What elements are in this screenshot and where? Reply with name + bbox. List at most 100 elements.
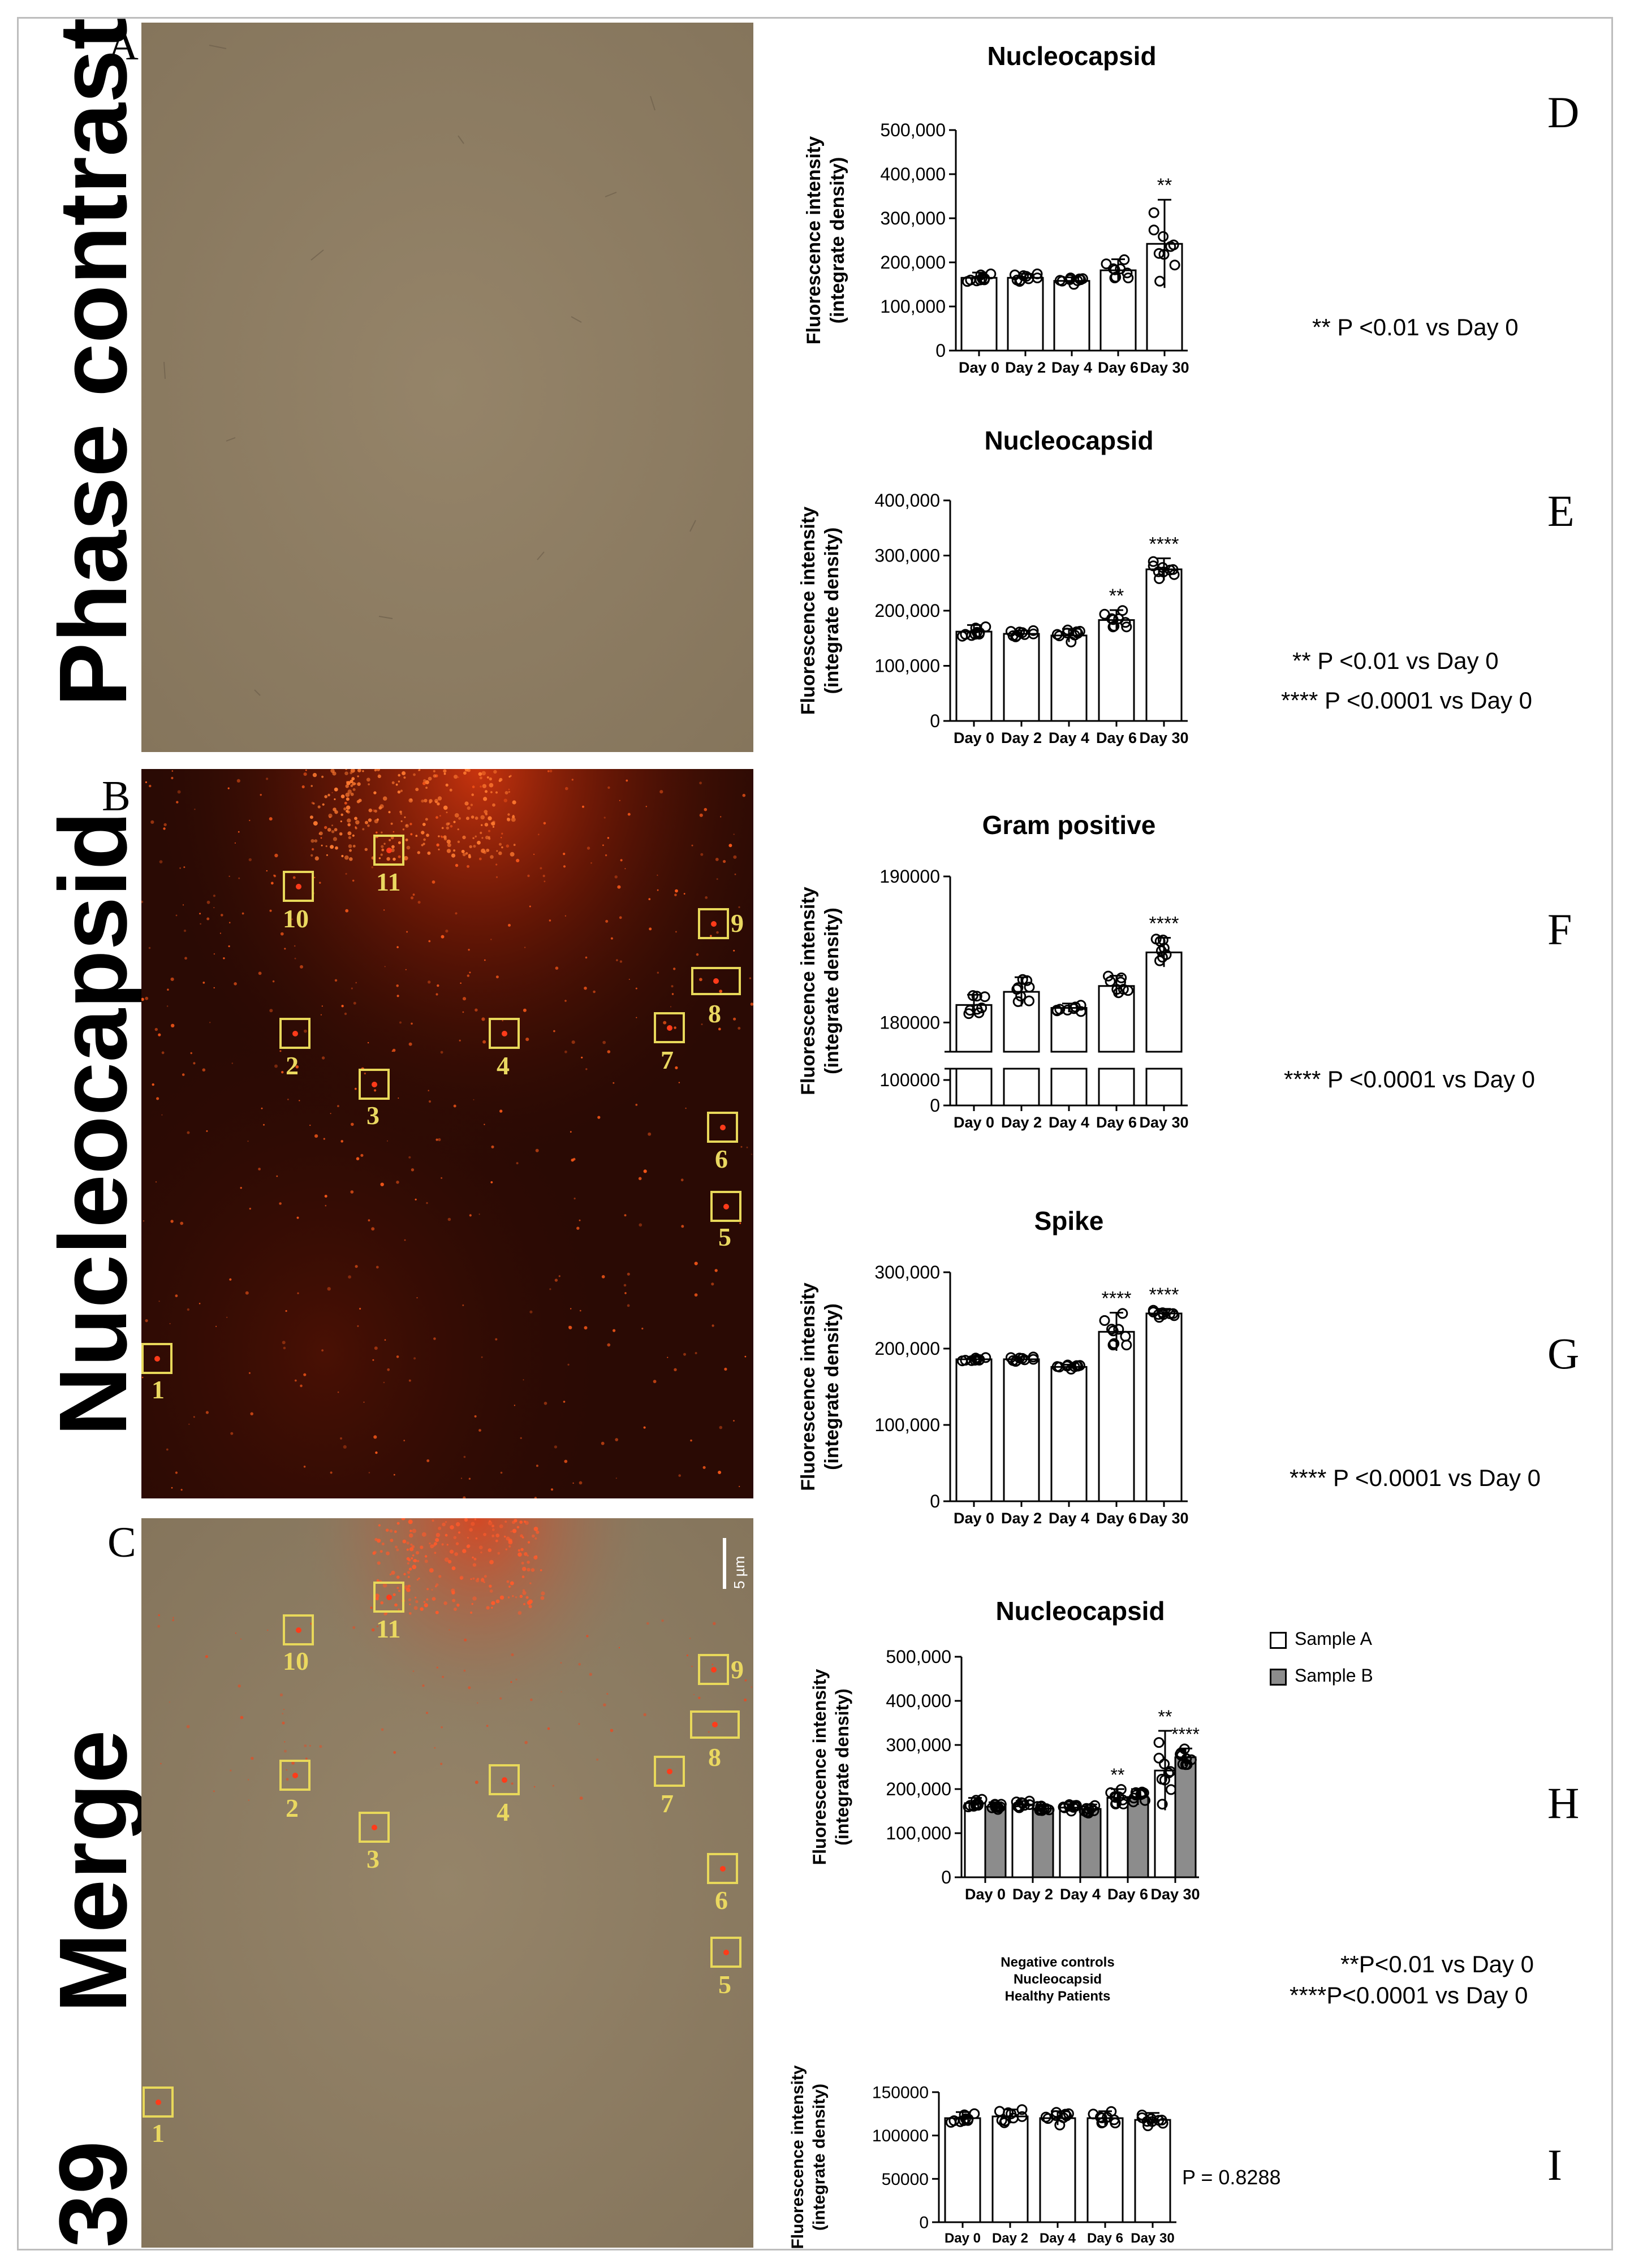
fluorescence-speck [350,779,353,784]
fluorescence-speck [346,781,351,785]
merge-speck [451,1588,455,1593]
merge-speck [438,1526,442,1530]
fluorescence-speck [180,1489,183,1491]
bar [1127,1796,1149,1878]
y-tick-label: 300,000 [880,208,946,228]
fluorescence-speck [159,860,163,863]
merge-roi-label-4: 4 [497,1798,510,1826]
fluorescence-speck [744,1355,747,1358]
fluorescence-speck [435,1138,438,1141]
merge-speck [533,1527,538,1531]
merge-roi-label-10: 10 [283,1647,309,1675]
fluorescence-speck [465,817,469,820]
nucleocapsid-roi-box-10 [283,871,314,902]
merge-speck [309,1745,311,1747]
merge-speck [235,1632,237,1634]
merge-speck [398,1589,400,1592]
fluorescence-speck [158,1301,160,1302]
fluorescence-speck [565,787,568,790]
fluorescence-speck [678,1474,681,1477]
y-tick-label: 100000 [872,2127,929,2145]
merge-speck [515,1596,518,1599]
merge-speck [409,1567,412,1571]
fluorescence-speck [296,1216,299,1219]
nucleocapsid-roi-box-9 [698,908,729,939]
merge-speck [385,1528,389,1532]
fluorescence-speck [711,1324,714,1327]
merge-speck [524,1740,528,1744]
merge-speck [390,1539,394,1543]
fluorescence-speck [615,1478,617,1479]
fluorescence-speck [663,1021,667,1025]
merge-speck [435,1538,439,1542]
fluorescence-speck [145,1319,148,1323]
fluorescence-speck [149,784,152,788]
bar [1059,1807,1081,1878]
data-point [963,1008,974,1019]
merge-speck [409,1603,411,1605]
fluorescence-speck [624,1214,627,1217]
fluorescence-speck [549,919,551,922]
data-point [1024,995,1034,1006]
chart-title: Spike [1034,1206,1104,1235]
merge-speck [512,1528,517,1533]
fluorescence-speck [319,882,321,884]
merge-speck [519,1520,523,1524]
x-tick-label: Day 6 [1107,1886,1148,1903]
fluorescence-speck [202,1068,206,1072]
legend-sample-b: Sample B [1270,1665,1373,1686]
data-point [1157,562,1168,573]
merge-speck [377,1561,381,1565]
fluorescence-speck [240,1187,242,1189]
fluorescence-speck [380,1182,384,1186]
fluorescence-speck [520,1437,522,1439]
merge-roi-signal [386,1594,392,1600]
chart-title: Nucleocapsid [995,1596,1165,1626]
merge-speck [435,1583,439,1587]
fluorescence-speck [716,931,719,934]
fluorescence-speck [443,772,446,775]
fluorescence-speck [350,1190,354,1194]
bar [984,1805,1007,1878]
data-point [1071,626,1083,637]
fluorescence-speck [292,876,296,879]
merge-speck [520,1534,523,1537]
fluorescence-speck [457,828,459,831]
bar [1050,1366,1088,1502]
y-tick-label: 200,000 [874,1338,940,1359]
nucleocapsid-roi-box-7 [654,1012,685,1043]
data-point [1120,617,1131,628]
merge-speck [470,1611,473,1614]
fluorescence-speck [481,1017,485,1021]
fluorescence-speck [167,988,169,991]
merge-speck [477,1702,478,1704]
merge-speck [377,1539,381,1543]
fluorescence-speck [486,776,489,779]
y-tick-label: 180000 [879,1013,940,1033]
fluorescence-speck [416,1297,418,1299]
fluorescence-speck [295,1065,299,1069]
data-point [1099,1315,1110,1326]
fluorescence-speck [294,1379,297,1382]
merge-speck [169,1701,170,1703]
fluorescence-speck [454,775,458,779]
merge-speck [491,1534,495,1537]
data-point [958,2115,969,2126]
fluorescence-speck [349,849,352,852]
merge-speck [421,1532,426,1537]
merge-speck [603,1703,606,1707]
fluorescence-speck [563,865,566,868]
panel-letter-a: A [107,21,139,69]
fluorescence-speck [327,828,331,832]
fluorescence-speck [284,948,286,950]
merge-roi-box-7 [654,1756,685,1787]
fluorescence-speck [427,851,431,855]
merge-speck [376,1579,380,1582]
fluorescence-speck [171,1487,173,1489]
fluorescence-speck [523,1379,524,1381]
fluorescence-speck [311,785,313,787]
merge-roi-label-1: 1 [152,2119,165,2148]
data-point [1105,976,1116,987]
merge-speck [468,1686,471,1690]
fluorescence-speck [550,1488,554,1491]
